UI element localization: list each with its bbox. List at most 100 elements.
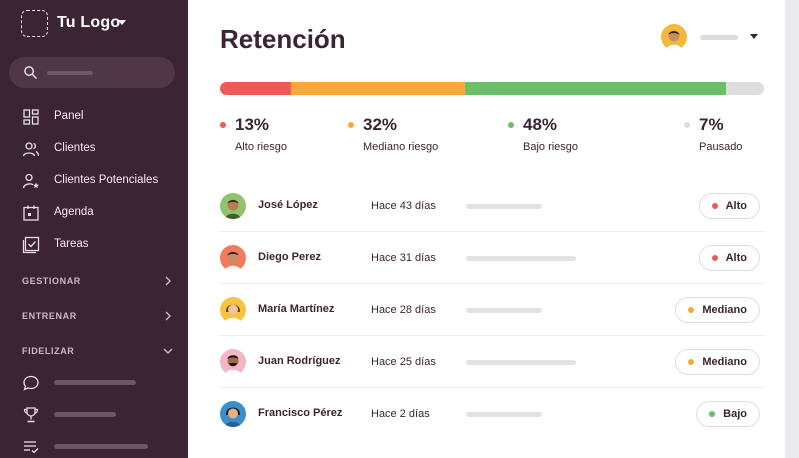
sidebar-item-clientes-potenciales[interactable]: Clientes Potenciales xyxy=(0,169,188,193)
badge-dot xyxy=(711,255,718,261)
sidebar-item-label: Tareas xyxy=(54,238,89,250)
stat-percent: 7% xyxy=(699,115,724,134)
row-placeholder-bar xyxy=(466,360,576,365)
badge-label: Alto xyxy=(725,200,747,212)
status-dot-high xyxy=(220,122,226,128)
client-name[interactable]: Diego Perez xyxy=(258,251,321,263)
row-placeholder-bar xyxy=(466,412,542,417)
last-visit: Hace 28 días xyxy=(371,304,436,316)
user-avatar[interactable] xyxy=(661,24,687,50)
sidebar-item-tareas[interactable]: Tareas xyxy=(0,233,188,257)
client-name[interactable]: Francisco Pérez xyxy=(258,407,343,419)
sidebar-item-label: Panel xyxy=(54,110,84,122)
avatar xyxy=(220,401,246,427)
stat-label: Alto riesgo xyxy=(235,141,287,153)
badge-dot xyxy=(711,203,718,209)
chevron-right-icon xyxy=(165,276,171,286)
stat-percent: 13% xyxy=(235,115,270,134)
avatar xyxy=(220,193,246,219)
search-placeholder-bar xyxy=(47,71,93,75)
section-label: ENTRENAR xyxy=(22,311,77,321)
sidebar-item-label: Clientes Potenciales xyxy=(54,174,159,186)
stat-label: Mediano riesgo xyxy=(363,141,439,153)
row-divider xyxy=(220,335,764,336)
avatar xyxy=(220,297,246,323)
risk-badge[interactable]: Alto xyxy=(698,245,760,271)
risk-badge[interactable]: Alto xyxy=(698,193,760,219)
logo-placeholder[interactable] xyxy=(21,10,48,37)
badge-label: Bajo xyxy=(723,408,747,420)
table-row[interactable]: Francisco Pérez Hace 2 días Bajo xyxy=(220,388,764,440)
user-star-icon xyxy=(22,173,39,189)
retention-segment-low xyxy=(464,82,726,95)
status-dot-low xyxy=(508,122,514,128)
stat-label: Pausado xyxy=(699,141,743,153)
badge-label: Mediano xyxy=(702,356,747,368)
risk-badge[interactable]: Mediano xyxy=(675,297,760,323)
stat-percent: 48% xyxy=(523,115,558,134)
section-label: GESTIONAR xyxy=(22,276,81,286)
client-name[interactable]: María Martínez xyxy=(258,303,335,315)
search-icon xyxy=(24,66,37,79)
risk-badge[interactable]: Bajo xyxy=(696,401,760,427)
row-placeholder-bar xyxy=(466,256,576,261)
page-title: Retención xyxy=(220,24,346,54)
user-face-icon xyxy=(666,30,682,50)
client-name[interactable]: Juan Rodríguez xyxy=(258,355,341,367)
badge-dot xyxy=(688,307,695,313)
main-content: Retención 13% Alto riesgo 32% Mediano ri… xyxy=(188,0,785,458)
last-visit: Hace 43 días xyxy=(371,200,436,212)
sidebar-subitem-list[interactable] xyxy=(0,435,188,457)
stat-label: Bajo riesgo xyxy=(523,141,579,153)
row-divider xyxy=(220,283,764,284)
logo-text[interactable]: Tu Logo xyxy=(57,14,121,31)
sidebar-subitem-chat[interactable] xyxy=(0,371,188,393)
logo-caret-icon[interactable] xyxy=(118,20,126,25)
last-visit: Hace 2 días xyxy=(371,408,430,420)
sidebar-item-clientes[interactable]: Clientes xyxy=(0,137,188,161)
retention-segment-paused xyxy=(725,82,764,95)
avatar xyxy=(220,349,246,375)
badge-label: Alto xyxy=(725,252,747,264)
chevron-down-icon xyxy=(163,348,173,354)
section-label: FIDELIZAR xyxy=(22,346,75,356)
client-name[interactable]: José López xyxy=(258,199,318,211)
row-placeholder-bar xyxy=(466,204,542,209)
section-entrenar[interactable]: ENTRENAR xyxy=(0,309,188,325)
user-menu-caret-icon[interactable] xyxy=(750,34,758,39)
trophy-icon xyxy=(23,407,39,423)
sidebar-item-agenda[interactable]: Agenda xyxy=(0,201,188,225)
row-divider xyxy=(220,231,764,232)
last-visit: Hace 25 días xyxy=(371,356,436,368)
sidebar-item-label: Clientes xyxy=(54,142,96,154)
users-icon xyxy=(22,142,40,157)
table-row[interactable]: Juan Rodríguez Hace 25 días Mediano xyxy=(220,336,764,388)
avatar xyxy=(220,245,246,271)
retention-progress-bar xyxy=(220,82,764,95)
status-dot-medium xyxy=(348,122,354,128)
subitem-placeholder-bar xyxy=(54,444,148,449)
sidebar-item-panel[interactable]: Panel xyxy=(0,105,188,129)
retention-segment-high xyxy=(220,82,291,95)
table-row[interactable]: José López Hace 43 días Alto xyxy=(220,180,764,232)
search-input[interactable] xyxy=(9,57,175,88)
chat-icon xyxy=(23,375,39,391)
user-name-placeholder xyxy=(700,35,738,40)
section-fidelizar[interactable]: FIDELIZAR xyxy=(0,344,188,360)
sidebar-subitem-trophy[interactable] xyxy=(0,403,188,425)
badge-dot xyxy=(688,359,695,365)
stat-percent: 32% xyxy=(363,115,398,134)
row-placeholder-bar xyxy=(466,308,542,313)
badge-label: Mediano xyxy=(702,304,747,316)
sidebar: Tu Logo Panel Clientes xyxy=(0,0,188,458)
dashboard-icon xyxy=(23,109,39,125)
calendar-icon xyxy=(23,205,39,221)
table-row[interactable]: Diego Perez Hace 31 días Alto xyxy=(220,232,764,284)
chevron-right-icon xyxy=(165,311,171,321)
checkbox-icon xyxy=(22,236,40,254)
table-row[interactable]: María Martínez Hace 28 días Mediano xyxy=(220,284,764,336)
risk-badge[interactable]: Mediano xyxy=(675,349,760,375)
subitem-placeholder-bar xyxy=(54,412,116,417)
section-gestionar[interactable]: GESTIONAR xyxy=(0,274,188,290)
row-divider xyxy=(220,387,764,388)
